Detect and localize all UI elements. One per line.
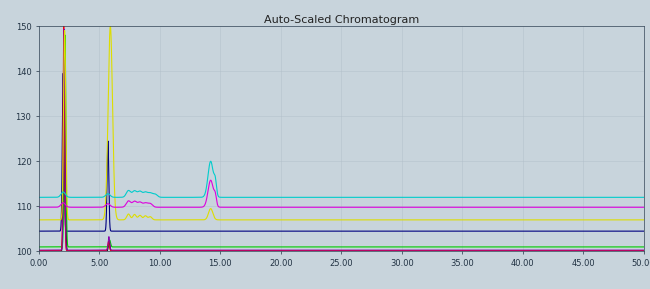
Title: Auto-Scaled Chromatogram: Auto-Scaled Chromatogram xyxy=(264,15,419,25)
